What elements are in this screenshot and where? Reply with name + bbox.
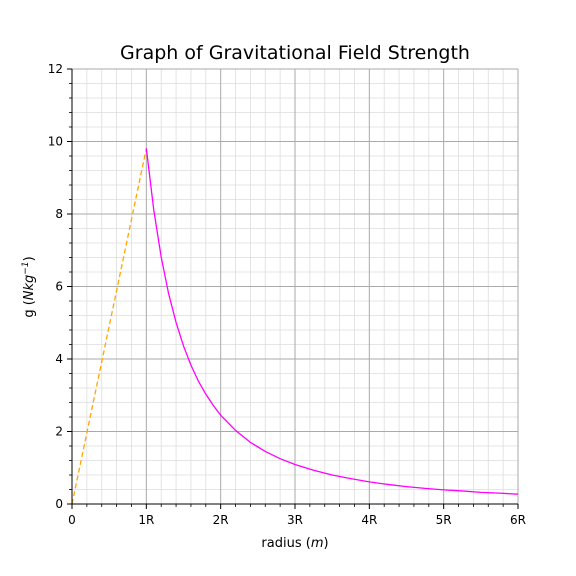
y-tick-label: 6 [55,280,63,294]
y-axis-label-suffix: ) [22,256,37,261]
tick-marks [67,68,519,509]
series-line-2 [145,148,519,495]
y-axis-label-exponent: −1 [21,261,31,274]
y-axis-label: g (Nkg−1) [21,256,37,317]
x-tick-label: 1R [138,513,154,527]
x-tick-label: 3R [287,513,303,527]
y-tick-label: 4 [55,352,63,366]
x-axis-label-prefix: radius ( [261,536,310,551]
y-tick-label: 12 [48,62,63,76]
y-tick-label: 0 [55,497,63,511]
x-tick-label: 0 [68,513,76,527]
x-axis-label-unit: m [311,536,324,551]
x-tick-label: 5R [436,513,452,527]
y-tick-label: 2 [55,425,63,439]
y-tick-label: 10 [48,135,63,149]
y-tick-label: 8 [55,207,63,221]
x-tick-label: 6R [510,513,526,527]
tick-labels: 0 1R 2R 3R 4R 5R 6R 0 2 4 6 8 10 12 [48,62,526,527]
major-grid [71,68,519,505]
x-tick-label: 2R [213,513,229,527]
x-axis-label-suffix: ) [324,536,329,551]
series-line-1 [71,148,147,505]
chart-title: Graph of Gravitational Field Strength [120,42,470,64]
x-axis-label: radius (m) [261,536,328,551]
y-axis-label-prefix: g ( [22,300,37,317]
y-axis-label-unit: Nkg [22,275,37,301]
series-layer [71,148,519,505]
x-tick-label: 4R [361,513,377,527]
